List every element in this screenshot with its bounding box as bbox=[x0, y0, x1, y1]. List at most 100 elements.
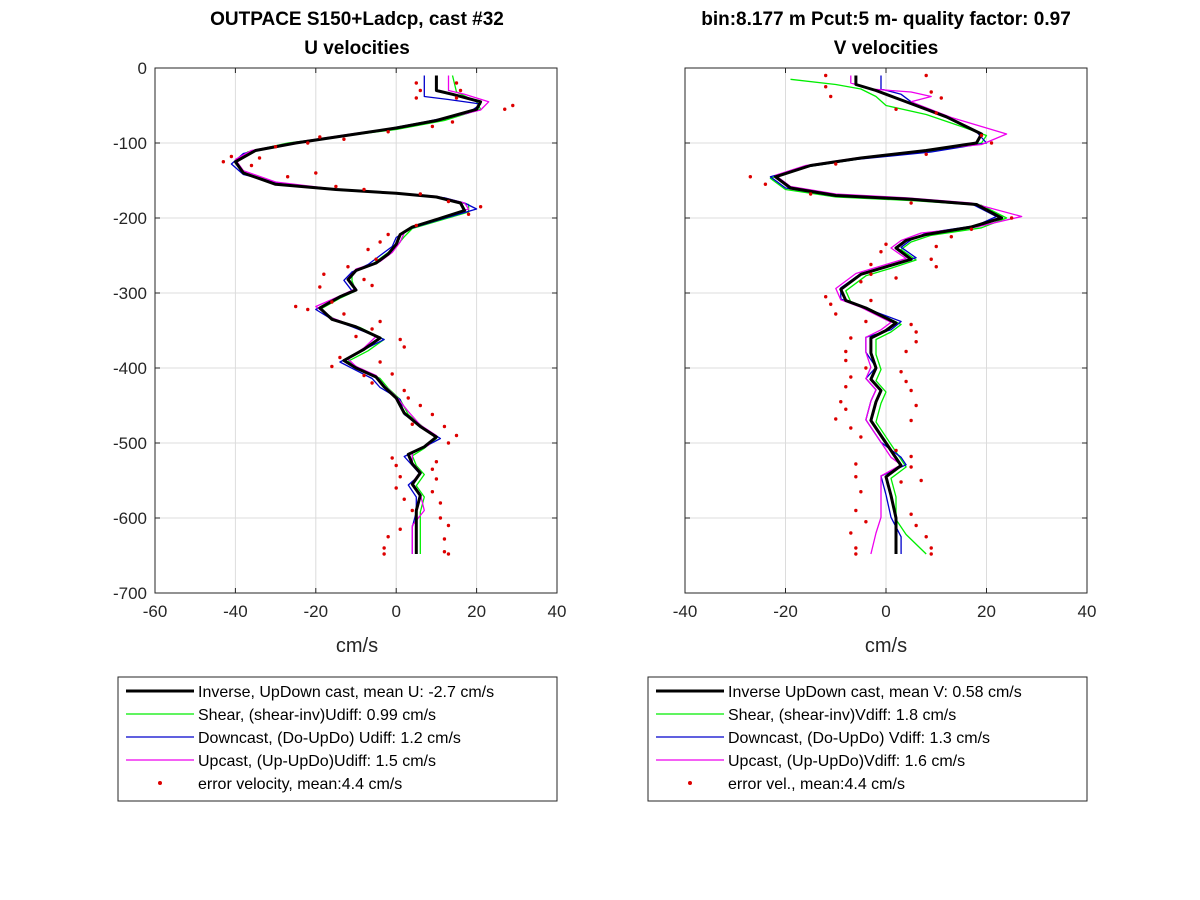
x-tick-label: 0 bbox=[391, 602, 400, 621]
error-velocity-point bbox=[849, 336, 853, 340]
error-velocity-point bbox=[410, 508, 414, 513]
error-velocity-point bbox=[839, 400, 843, 404]
error-velocity-point bbox=[824, 295, 828, 299]
error-velocity-point bbox=[808, 192, 813, 196]
error-velocity-point bbox=[849, 426, 853, 430]
error-velocity-point bbox=[1009, 216, 1014, 220]
error-velocity-point bbox=[879, 250, 883, 254]
error-velocity-point bbox=[434, 460, 439, 464]
y-tick-label: -300 bbox=[113, 284, 147, 303]
error-velocity-point bbox=[370, 381, 374, 385]
error-velocity-point bbox=[748, 175, 753, 179]
legend-label: Upcast, (Up-UpDo)Vdiff: 1.6 cm/s bbox=[728, 753, 965, 770]
error-velocity-point bbox=[844, 349, 848, 354]
error-velocity-point bbox=[342, 137, 346, 141]
error-velocity-point bbox=[374, 257, 378, 261]
error-velocity-point bbox=[382, 546, 386, 550]
error-velocity-point bbox=[864, 366, 868, 370]
v-legend: Inverse UpDown cast, mean V: 0.58 cm/s Sh… bbox=[647, 676, 1088, 802]
error-velocity-point bbox=[869, 298, 873, 303]
v-x-tick-labels: -40 -20 0 20 40 bbox=[673, 602, 1097, 621]
error-velocity-point bbox=[909, 465, 913, 469]
error-velocity-point bbox=[378, 240, 382, 244]
v-tick-marks bbox=[684, 67, 1088, 594]
u-y-tick-labels: 0 -100 -200 -300 -400 -500 -600 -700 bbox=[113, 59, 147, 603]
v-legend-box bbox=[647, 676, 1088, 802]
error-velocity-point bbox=[450, 120, 455, 124]
legend-label: error vel., mean:4.4 cm/s bbox=[728, 776, 905, 793]
error-velocity-point bbox=[899, 370, 903, 374]
error-velocity-point bbox=[414, 81, 418, 85]
error-velocity-point bbox=[849, 375, 853, 379]
x-tick-label: 40 bbox=[1078, 602, 1097, 621]
error-velocity-point bbox=[924, 152, 928, 156]
error-velocity-point bbox=[864, 520, 868, 524]
error-velocity-point bbox=[909, 322, 913, 327]
error-velocity-point bbox=[929, 257, 933, 261]
error-velocity-point bbox=[914, 403, 918, 408]
error-velocity-point bbox=[969, 227, 974, 231]
error-velocity-point bbox=[330, 364, 334, 369]
y-tick-label: -600 bbox=[113, 509, 147, 528]
error-velocity-point bbox=[398, 337, 402, 342]
error-velocity-point bbox=[844, 407, 848, 411]
error-velocity-point bbox=[446, 552, 451, 556]
error-velocity-point bbox=[859, 490, 863, 494]
error-velocity-point bbox=[854, 552, 858, 556]
error-velocity-point bbox=[438, 501, 443, 505]
legend-label: Shear, (shear-inv)Udiff: 0.99 cm/s bbox=[198, 707, 436, 724]
v-velocity-panel: bin:8.177 m Pcut:5 m- quality factor: 0.… bbox=[673, 9, 1097, 657]
v-series-group bbox=[748, 73, 1023, 556]
error-velocity-point bbox=[924, 535, 928, 539]
error-velocity-point bbox=[334, 184, 338, 189]
legend-label: Downcast, (Do-UpDo) Vdiff: 1.3 cm/s bbox=[728, 730, 990, 747]
error-velocity-point bbox=[829, 302, 833, 306]
u-panel-subtitle: U velocities bbox=[304, 38, 410, 59]
error-velocity-point bbox=[362, 373, 366, 378]
error-velocity-point bbox=[914, 523, 918, 528]
u-series-group bbox=[221, 75, 515, 556]
error-velocity-point bbox=[914, 330, 918, 334]
inverse-profile-line bbox=[774, 75, 1004, 554]
error-velocity-point bbox=[949, 235, 954, 239]
error-velocity-point bbox=[430, 124, 435, 129]
error-velocity-point bbox=[442, 537, 447, 541]
error-velocity-point bbox=[414, 96, 418, 100]
error-velocity-point bbox=[366, 247, 370, 252]
error-velocity-point bbox=[909, 418, 913, 423]
error-velocity-point bbox=[221, 160, 226, 164]
error-velocity-point bbox=[511, 103, 515, 108]
error-velocity-point bbox=[466, 212, 471, 216]
error-velocity-point bbox=[849, 531, 853, 535]
x-tick-label: 40 bbox=[548, 602, 567, 621]
legend-label: Shear, (shear-inv)Vdiff: 1.8 cm/s bbox=[728, 707, 956, 724]
error-velocity-point bbox=[402, 388, 406, 393]
error-velocity-point bbox=[899, 480, 903, 484]
error-velocity-point bbox=[844, 358, 848, 363]
x-tick-label: -20 bbox=[773, 602, 798, 621]
u-legend-entries: Inverse, UpDown cast, mean U: -2.7 cm/s S… bbox=[126, 684, 494, 793]
error-velocity-point bbox=[854, 475, 858, 479]
error-velocity-point bbox=[338, 355, 342, 360]
v-x-axis-label: cm/s bbox=[865, 635, 907, 657]
error-velocity-point bbox=[884, 242, 888, 246]
error-velocity-point bbox=[370, 283, 374, 288]
error-velocity-point bbox=[370, 327, 374, 331]
error-velocity-point bbox=[294, 304, 298, 309]
u-axes-box bbox=[154, 67, 558, 594]
error-velocity-point bbox=[314, 171, 318, 175]
error-velocity-point bbox=[829, 94, 833, 99]
y-tick-label: -500 bbox=[113, 434, 147, 453]
error-velocity-point bbox=[362, 277, 366, 282]
error-velocity-point bbox=[418, 88, 423, 93]
u-plot-area bbox=[155, 68, 557, 593]
error-velocity-point bbox=[229, 154, 234, 159]
error-velocity-point bbox=[834, 162, 838, 166]
error-velocity-point bbox=[402, 497, 406, 501]
error-velocity-point bbox=[904, 379, 908, 384]
u-panel-title: OUTPACE S150+Ladcp, cast #32 bbox=[210, 9, 504, 30]
error-velocity-point bbox=[386, 130, 390, 134]
error-velocity-point bbox=[430, 412, 435, 417]
error-velocity-point bbox=[346, 265, 350, 269]
